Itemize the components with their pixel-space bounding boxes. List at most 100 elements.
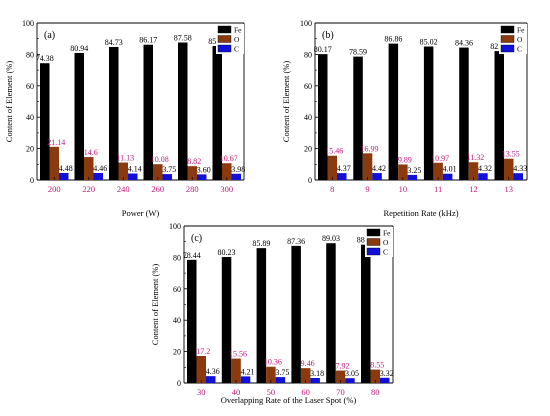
chart-2-ytick-label: 20 xyxy=(304,145,312,154)
chart-2-legend-label-c: C xyxy=(517,45,522,54)
chart-1-panel-label: (a) xyxy=(44,30,55,41)
chart-3-x-axis-label: Overlapping Rate of the Laser Spot (%) xyxy=(221,395,357,405)
chart-2-bar-c-13 xyxy=(513,173,523,180)
chart-3-xtick-label-40: 40 xyxy=(232,387,241,397)
chart-1-legend-swatch-c xyxy=(217,44,232,53)
chart-2-ytick-label: 60 xyxy=(304,82,312,91)
chart-1-legend-label-c: C xyxy=(234,45,239,54)
chart-1-data-label-o-300: 10.67 xyxy=(220,154,238,163)
chart-3-bar-o-50 xyxy=(266,366,276,383)
chart-3-legend-swatch-c xyxy=(366,247,381,256)
chart-1-data-label-c-280: 3.60 xyxy=(197,165,211,174)
chart-1-data-label-o-220: 14.6 xyxy=(84,148,98,157)
chart-1-data-label-c-200: 4.48 xyxy=(59,164,73,173)
chart-3-xtick-label-60: 60 xyxy=(301,387,310,397)
chart-2-bar-o-8 xyxy=(327,155,337,180)
chart-3-data-label-fe-60: 87.36 xyxy=(287,237,305,246)
chart-1-bar-c-280 xyxy=(197,174,207,180)
chart-3-legend-label-o: O xyxy=(383,238,389,247)
chart-1-bar-fe-300 xyxy=(212,46,222,180)
chart-2-legend-label-o: O xyxy=(517,35,523,44)
chart-3-data-label-c-30: 4.36 xyxy=(206,367,220,376)
chart-2-xtick-label-10: 10 xyxy=(399,184,408,194)
chart-1-xtick-label-280: 280 xyxy=(186,184,199,194)
chart-1-xtick-label-260: 260 xyxy=(151,184,164,194)
chart-3-panel-label: (c) xyxy=(191,233,202,244)
chart-3-bar-c-80 xyxy=(380,377,390,383)
chart-3-bar-o-80 xyxy=(370,369,380,383)
chart-3-ytick-label: 100 xyxy=(169,222,181,231)
chart-2-bar-c-9 xyxy=(372,173,382,180)
chart-3-bar-c-30 xyxy=(206,376,216,383)
chart-2-bar-c-8 xyxy=(337,173,347,180)
chart-1-legend-label-fe: Fe xyxy=(234,26,242,35)
chart-2-data-label-fe-8: 80.17 xyxy=(314,45,332,54)
chart-1-bar-o-240 xyxy=(118,162,128,180)
chart-3-bar-o-60 xyxy=(300,368,311,383)
chart-2-ytick-label: 40 xyxy=(304,113,312,122)
chart-3-ytick-label: 60 xyxy=(173,285,181,294)
chart-1-legend-label-o: O xyxy=(234,35,240,44)
chart-2-xtick-label-11: 11 xyxy=(434,184,442,194)
chart-2-data-label-o-13: 13.55 xyxy=(502,150,520,159)
chart-3-legend-label-c: C xyxy=(383,248,388,257)
chart-1-bar-o-200 xyxy=(49,146,59,180)
chart-1-legend-swatch-o xyxy=(217,35,232,43)
chart-3-data-label-o-50: 10.36 xyxy=(264,358,282,367)
chart-2-bar-o-13 xyxy=(504,158,514,180)
chart-3-bar-fe-30 xyxy=(187,259,197,383)
chart-3-legend-label-fe: Fe xyxy=(383,229,391,238)
chart-1-data-label-o-240: 11.13 xyxy=(116,154,134,163)
chart-3-ytick-label: 0 xyxy=(177,379,181,388)
chart-2-xtick-label-9: 9 xyxy=(365,184,369,194)
chart-2-bar-fe-12 xyxy=(459,47,469,181)
chart-3-bar-fe-50 xyxy=(256,248,267,383)
chart-1-bar-c-200 xyxy=(59,172,69,180)
chart-3-ytick-label: 20 xyxy=(173,348,181,357)
chart-1-bar-fe-200 xyxy=(40,63,50,180)
chart-3-data-label-fe-30: 78.44 xyxy=(183,251,201,260)
chart-3-data-label-c-70: 3.05 xyxy=(345,369,359,378)
chart-1-ytick-label: 40 xyxy=(26,113,34,122)
chart-2-data-label-fe-10: 86.86 xyxy=(384,35,402,44)
chart-3-bar-fe-70 xyxy=(326,243,336,383)
chart-2-bar-fe-8 xyxy=(318,54,328,180)
chart-1-data-label-fe-280: 87.58 xyxy=(174,33,192,42)
chart-2-bar-o-11 xyxy=(433,162,443,180)
chart-2-bar-fe-9 xyxy=(353,56,363,180)
chart-3-data-label-o-80: 8.55 xyxy=(370,361,384,370)
chart-2-bar-fe-11 xyxy=(423,46,434,180)
chart-3-xtick-label-30: 30 xyxy=(197,387,206,397)
chart-2-xtick-label-8: 8 xyxy=(330,184,334,194)
chart-3-data-label-c-80: 3.32 xyxy=(380,369,394,378)
chart-1-xtick-label-300: 300 xyxy=(220,184,233,194)
chart-2-bar-o-10 xyxy=(398,164,408,180)
chart-1-data-label-c-300: 3.98 xyxy=(231,165,245,174)
chart-1-data-label-c-260: 3.75 xyxy=(162,165,176,174)
chart-1-data-label-c-240: 4.14 xyxy=(128,165,142,174)
chart-1-data-label-o-200: 21.14 xyxy=(47,138,65,147)
chart-3-data-label-o-40: 15.56 xyxy=(229,350,247,359)
chart-3-data-label-o-30: 17.2 xyxy=(196,347,210,356)
chart-3-bar-fe-40 xyxy=(221,257,232,383)
chart-2-data-label-o-9: 16.99 xyxy=(361,144,379,153)
chart-3-ytick-label: 40 xyxy=(173,316,181,325)
chart-3-y-axis-label: Content of Element (%) xyxy=(150,264,160,346)
chart-2-data-label-c-9: 4.42 xyxy=(372,164,386,173)
chart-2-data-label-fe-9: 78.59 xyxy=(349,48,367,57)
chart-2-legend-swatch-o xyxy=(500,35,515,43)
chart-1-ytick-label: 60 xyxy=(26,82,34,91)
chart-1-bar-fe-260 xyxy=(143,44,153,180)
chart-2-xtick-label-13: 13 xyxy=(505,184,514,194)
chart-1-bar-o-280 xyxy=(187,166,197,180)
chart-1-bar-fe-220 xyxy=(74,52,84,181)
chart-3-ytick-label: 80 xyxy=(173,253,181,262)
chart-3-data-label-c-60: 3.18 xyxy=(310,369,324,378)
chart-2-ytick-label: 100 xyxy=(300,19,312,28)
chart-1-data-label-o-260: 10.08 xyxy=(151,155,169,164)
chart-1-legend-swatch-fe xyxy=(217,25,232,34)
chart-1-data-label-c-220: 4.46 xyxy=(93,164,107,173)
chart-3-data-label-fe-50: 85.89 xyxy=(252,239,270,248)
